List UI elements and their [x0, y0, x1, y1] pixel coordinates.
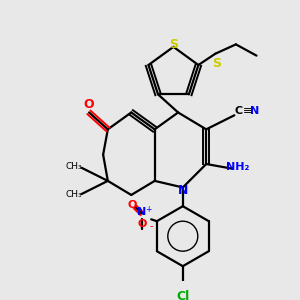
Text: CH₃: CH₃: [66, 190, 83, 200]
Text: CH₃: CH₃: [66, 162, 83, 171]
Text: +: +: [145, 205, 152, 214]
Text: O: O: [137, 219, 146, 229]
Text: S: S: [212, 57, 221, 70]
Text: N: N: [250, 106, 260, 116]
Text: -: -: [149, 221, 153, 231]
Text: S: S: [169, 38, 178, 51]
Text: O: O: [84, 98, 94, 112]
Text: ≡: ≡: [243, 106, 252, 116]
Text: O: O: [128, 200, 137, 210]
Text: N: N: [137, 207, 146, 217]
Text: NH₂: NH₂: [226, 162, 250, 172]
Text: N: N: [178, 184, 188, 197]
Text: C: C: [235, 106, 243, 116]
Text: Cl: Cl: [176, 290, 189, 300]
